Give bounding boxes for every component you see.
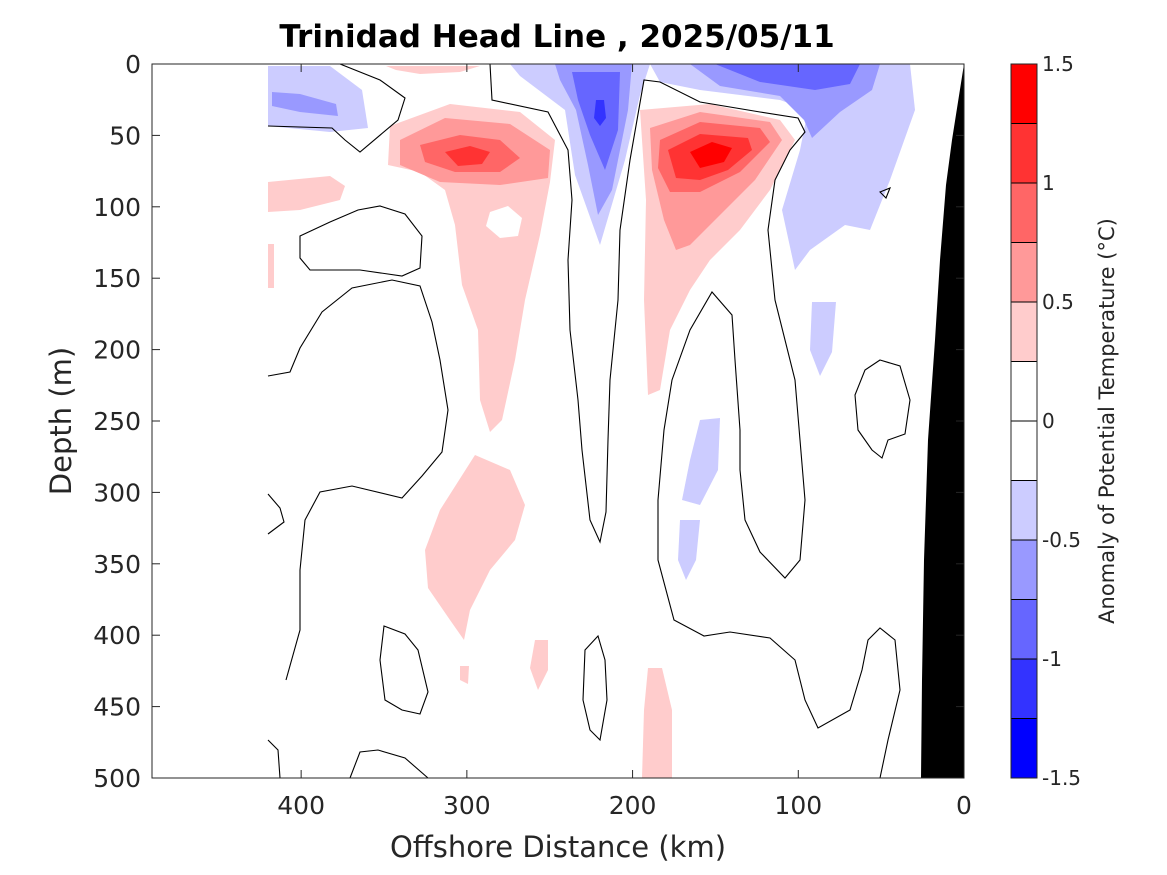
colorbar-swatch (1011, 421, 1037, 481)
cold-region-mid-depth-2 (678, 520, 700, 580)
contour-bottom-arc (349, 749, 429, 779)
x-tick-label: 300 (443, 791, 491, 820)
y-tick-label: 500 (93, 764, 141, 793)
contour-west-long (267, 279, 449, 681)
contour-edge-bottom (267, 739, 281, 779)
y-tick-label: 150 (93, 264, 141, 293)
y-tick-label: 100 (93, 193, 141, 222)
contour-surface-west (267, 63, 406, 153)
seafloor-bathymetry (921, 64, 964, 778)
x-tick-label: 0 (956, 791, 972, 820)
y-tick-label: 400 (93, 621, 141, 650)
contour-edge-small (267, 493, 285, 535)
y-axis: 0 50 100 150 200 250 300 350 400 450 500 (93, 50, 964, 793)
warm-region-west (388, 104, 555, 432)
warm-region-surface-small (386, 66, 480, 74)
warm-region-east-peak (690, 142, 732, 168)
warm-region-lower-small (530, 640, 548, 690)
contour-lower-loop (379, 625, 429, 715)
colorbar-tick-label: -0.5 (1042, 528, 1081, 552)
cold-region-east-inner (715, 64, 860, 90)
y-tick-label: 50 (109, 121, 141, 150)
colorbar-tick-label: 1 (1042, 171, 1055, 195)
contour-shelf-small (879, 187, 891, 199)
warm-region-west-edge (268, 176, 345, 212)
warm-region-bottom (642, 668, 672, 778)
colorbar-frame (1010, 63, 1038, 779)
cold-region-center-inner (572, 72, 620, 170)
x-axis: 400 300 200 100 0 (277, 64, 972, 820)
colorbar-swatch (1011, 123, 1037, 184)
x-axis-label: Offshore Distance (km) (390, 830, 726, 864)
x-tick-label: 200 (609, 791, 657, 820)
cold-region-east-shelf (650, 64, 915, 270)
cold-region-shelf-deep (810, 302, 836, 376)
cold-region-surface-west-core (272, 92, 338, 116)
y-tick-label: 250 (93, 407, 141, 436)
contour-west-loop (299, 205, 423, 277)
colorbar-swatch (1011, 183, 1037, 243)
colorbar-swatch (1011, 718, 1037, 779)
cold-region-center-core (594, 100, 606, 126)
x-tick-label: 100 (774, 791, 822, 820)
warm-region-lower-west (425, 455, 525, 640)
contour-center-tongue (489, 63, 901, 779)
warm-region-tiny (460, 666, 469, 684)
zero-contours (267, 63, 911, 779)
colorbar: 1.5 1 0.5 0 -0.5 -1 -1.5 (1010, 52, 1081, 790)
colorbar-tick-label: -1.5 (1042, 766, 1081, 790)
colorbar-swatch (1011, 64, 1037, 124)
colorbar-tick-label: -1 (1042, 647, 1062, 671)
plot-area (151, 63, 965, 779)
x-tick-label: 400 (277, 791, 325, 820)
y-axis-label: Depth (m) (44, 347, 78, 495)
y-tick-label: 350 (93, 550, 141, 579)
colorbar-tick-label: 0.5 (1042, 290, 1074, 314)
colorbar-swatch (1011, 302, 1037, 362)
colorbar-swatch (1011, 659, 1037, 719)
contour-east-loop (854, 359, 911, 459)
colorbar-tick-label: 0 (1042, 409, 1055, 433)
contour-bottom-loop (582, 634, 608, 742)
colorbar-swatch (1011, 599, 1037, 660)
chart-title: Trinidad Head Line , 2025/05/11 (279, 19, 834, 55)
y-tick-label: 200 (93, 336, 141, 365)
colorbar-tick-label: 1.5 (1042, 52, 1074, 76)
y-tick-label: 450 (93, 693, 141, 722)
colorbar-swatch (1011, 480, 1037, 541)
neutral-hole (486, 206, 522, 238)
anomaly-fills (268, 64, 915, 778)
warm-region-west-strip (268, 244, 274, 288)
colorbar-swatch (1011, 242, 1037, 303)
colorbar-swatch (1011, 361, 1037, 422)
warm-region-west-core (445, 146, 490, 166)
y-tick-label: 300 (93, 478, 141, 507)
y-tick-label: 0 (125, 50, 141, 79)
colorbar-label: Anomaly of Potential Temperature (°C) (1095, 218, 1119, 624)
colorbar-swatch (1011, 540, 1037, 600)
cold-region-mid-depth (682, 418, 720, 505)
